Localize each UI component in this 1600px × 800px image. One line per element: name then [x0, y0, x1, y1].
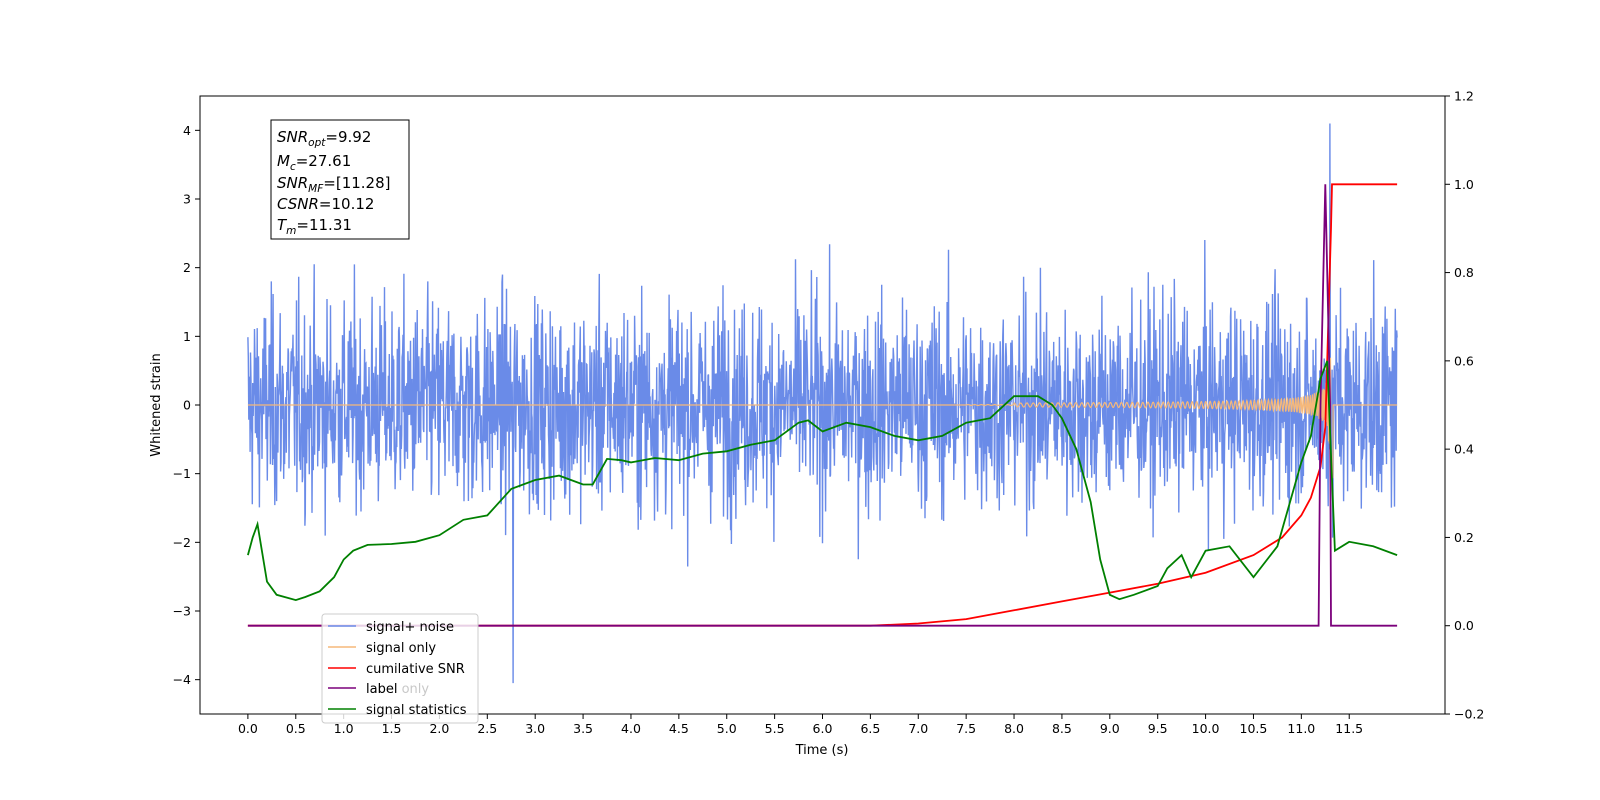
legend-entry-signal-statistics: signal statistics: [328, 703, 467, 718]
series-signal-only: [247, 357, 1398, 479]
x-tick-label: 6.5: [860, 721, 880, 736]
y-tick-label-left: 3: [183, 192, 191, 207]
x-tick-label: 5.0: [717, 721, 737, 736]
y-tick-label-left: −1: [173, 466, 191, 481]
y-axis-right: 1.2 1.0 0.8 0.6 0.4 0.2 0.0 −0.2: [1445, 89, 1484, 722]
x-tick-label: 8.0: [1004, 721, 1024, 736]
x-tick-label: 8.5: [1052, 721, 1072, 736]
legend-label-hidden: label only: [366, 682, 429, 697]
x-tick-label: 2.5: [477, 721, 497, 736]
info-tm: Tm=11.31: [277, 216, 352, 237]
x-axis: 0.0 0.5 1.0 1.5 2.0 2.5 3.0 3.5 4.0 4.5 5.0 5.5 6.0 6…: [238, 714, 1363, 736]
x-tick-label: 9.0: [1100, 721, 1120, 736]
x-tick-label: 11.0: [1287, 721, 1315, 736]
x-tick-label: 10.0: [1192, 721, 1220, 736]
y-tick-label-left: 2: [183, 260, 191, 275]
series-label: [247, 184, 1398, 627]
y-tick-label-left: −4: [173, 672, 191, 687]
y-tick-label-right: 0.0: [1454, 618, 1474, 633]
y-tick-label-left: 4: [183, 123, 191, 138]
x-tick-label: 4.0: [621, 721, 641, 736]
x-tick-label: 2.0: [429, 721, 449, 736]
y-tick-label-right: 0.6: [1454, 353, 1474, 368]
legend-label: signal+ noise: [366, 620, 454, 635]
x-tick-label: 5.5: [765, 721, 785, 736]
legend-label: label: [366, 682, 397, 697]
info-box: SNRopt=9.92 Mc=27.61 SNRMF=[11.28] CSNR=…: [270, 119, 410, 240]
x-tick-label: 4.5: [669, 721, 689, 736]
x-tick-label: 0.0: [238, 721, 258, 736]
legend-entry-signal-only: signal only: [328, 641, 436, 656]
y-tick-label-left: 0: [183, 398, 191, 413]
legend-entry-cumulative-snr: cumilative SNR: [328, 662, 465, 677]
series-cumulative-snr: [247, 183, 1398, 627]
x-tick-label: 1.0: [334, 721, 354, 736]
y-tick-label-right: 1.0: [1454, 177, 1474, 192]
x-axis-label: Time (s): [795, 743, 849, 758]
y-tick-label-left: −2: [173, 535, 191, 550]
legend-label: cumilative SNR: [366, 662, 465, 677]
y-axis-left: 4 3 2 1 0 −1 −2 −3 −4: [173, 123, 200, 687]
series-signal-noise: [247, 123, 1398, 684]
info-mc: Mc=27.61: [277, 152, 351, 173]
y-tick-label-right: 0.8: [1454, 265, 1474, 280]
legend-label: signal statistics: [366, 703, 467, 718]
x-tick-label: 9.5: [1148, 721, 1168, 736]
x-tick-label: 7.0: [908, 721, 928, 736]
y-axis-label: Whitened strain: [149, 353, 164, 456]
legend-entry-signal-noise: signal+ noise: [328, 620, 454, 635]
y-tick-label-left: 1: [183, 329, 191, 344]
y-tick-label-right: 0.4: [1454, 442, 1474, 457]
x-tick-label: 11.5: [1335, 721, 1363, 736]
legend: signal+ noise signal only cumilative SNR…: [321, 613, 479, 724]
y-tick-label-right: 0.2: [1454, 530, 1474, 545]
x-tick-label: 3.5: [573, 721, 593, 736]
x-tick-label: 10.5: [1240, 721, 1268, 736]
x-tick-label: 3.0: [525, 721, 545, 736]
legend-label: signal only: [366, 641, 436, 656]
info-snr-mf: SNRMF=[11.28]: [277, 174, 391, 195]
y-tick-label-right: −0.2: [1454, 707, 1484, 722]
info-snr-opt: SNRopt=9.92: [277, 128, 371, 149]
series-signal-statistics: [247, 360, 1398, 602]
x-tick-label: 7.5: [956, 721, 976, 736]
y-tick-label-left: −3: [173, 604, 191, 619]
series-layer: [247, 123, 1398, 684]
x-tick-label: 0.5: [286, 721, 306, 736]
x-tick-label: 6.0: [813, 721, 833, 736]
x-tick-label: 1.5: [382, 721, 402, 736]
legend-entry-label: label: [328, 682, 397, 697]
info-csnr: CSNR=10.12: [277, 195, 374, 213]
y-tick-label-right: 1.2: [1454, 89, 1474, 104]
